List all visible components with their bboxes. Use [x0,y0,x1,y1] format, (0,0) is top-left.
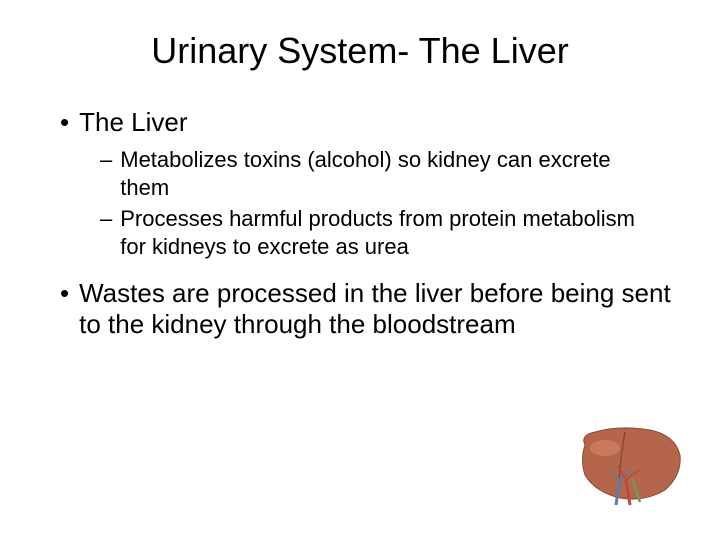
bullet-text: The Liver [79,107,187,138]
bullet-text: Processes harmful products from protein … [120,205,640,260]
bullet-marker-l1: • [60,107,69,138]
bullet-level1: • The Liver [60,107,680,138]
bullet-text: Metabolizes toxins (alcohol) so kidney c… [120,146,640,201]
bullet-marker-l2: – [100,146,112,201]
slide-title: Urinary System- The Liver [40,30,680,72]
bullet-text: Wastes are processed in the liver before… [79,278,680,340]
bullet-level2: – Processes harmful products from protei… [100,205,680,260]
bullet-marker-l1: • [60,278,69,340]
bullet-level2: – Metabolizes toxins (alcohol) so kidney… [100,146,680,201]
liver-illustration [570,420,690,510]
bullet-level1: • Wastes are processed in the liver befo… [60,278,680,340]
slide-container: Urinary System- The Liver • The Liver – … [0,0,720,540]
spacer [40,264,680,278]
bullet-marker-l2: – [100,205,112,260]
